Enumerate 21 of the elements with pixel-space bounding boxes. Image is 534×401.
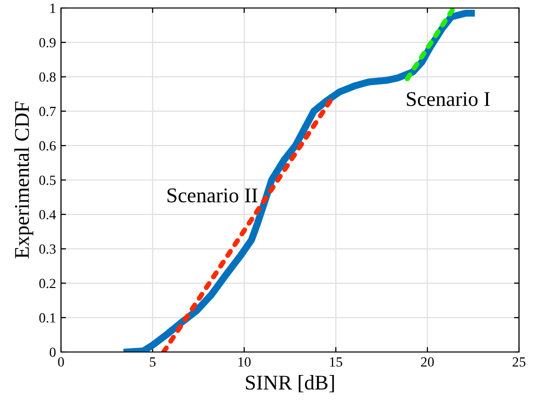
x-tick-label: 5 bbox=[150, 357, 156, 367]
y-tick-label: 0.3 bbox=[39, 244, 56, 254]
y-tick-label: 0 bbox=[50, 348, 56, 357]
annotation: Scenario I bbox=[406, 92, 490, 106]
y-tick-label: 1 bbox=[50, 4, 56, 13]
y-tick-label: 0.2 bbox=[39, 278, 56, 288]
annotation: Scenario II bbox=[168, 188, 258, 202]
x-tick-label: 0 bbox=[58, 357, 64, 367]
y-tick-label: 0.7 bbox=[39, 106, 56, 116]
y-tick-label: 0.1 bbox=[39, 313, 56, 323]
y-tick-label: 0.4 bbox=[39, 210, 56, 220]
x-axis-title: SINR [dB] bbox=[246, 375, 334, 392]
x-tick-label: 20 bbox=[421, 357, 434, 367]
x-tick-label: 10 bbox=[238, 357, 251, 367]
y-tick-label: 0.5 bbox=[39, 176, 56, 186]
x-tick-label: 15 bbox=[330, 357, 342, 367]
y-tick-label: 0.9 bbox=[39, 38, 56, 48]
y-tick-label: 0.6 bbox=[39, 141, 56, 151]
y-tick-label: 0.8 bbox=[39, 72, 56, 82]
x-tick-label: 25 bbox=[512, 357, 526, 367]
y-axis-title: Experimental CDF bbox=[14, 102, 34, 258]
